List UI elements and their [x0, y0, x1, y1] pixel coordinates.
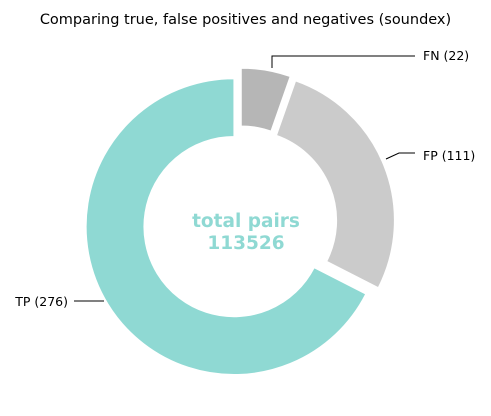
center-label-title: total pairs: [192, 211, 300, 232]
slices-group: [85, 67, 396, 376]
slice-label-fn: FN (22): [423, 48, 469, 63]
leader-line-fn: [271, 55, 415, 68]
chart-title: Comparing true, false positives and nega…: [40, 12, 451, 28]
center-label-total: 113526: [207, 233, 284, 254]
leader-lines-group: [74, 55, 415, 302]
slice-label-tp: TP (276): [14, 294, 68, 309]
slice-tp: [85, 78, 367, 376]
slice-labels-group: FN (22) FP (111) TP (276): [14, 48, 475, 309]
slice-fp: [275, 80, 396, 289]
slice-fn: [240, 67, 292, 132]
leader-line-fp: [385, 152, 415, 160]
slice-label-fp: FP (111): [423, 148, 475, 163]
